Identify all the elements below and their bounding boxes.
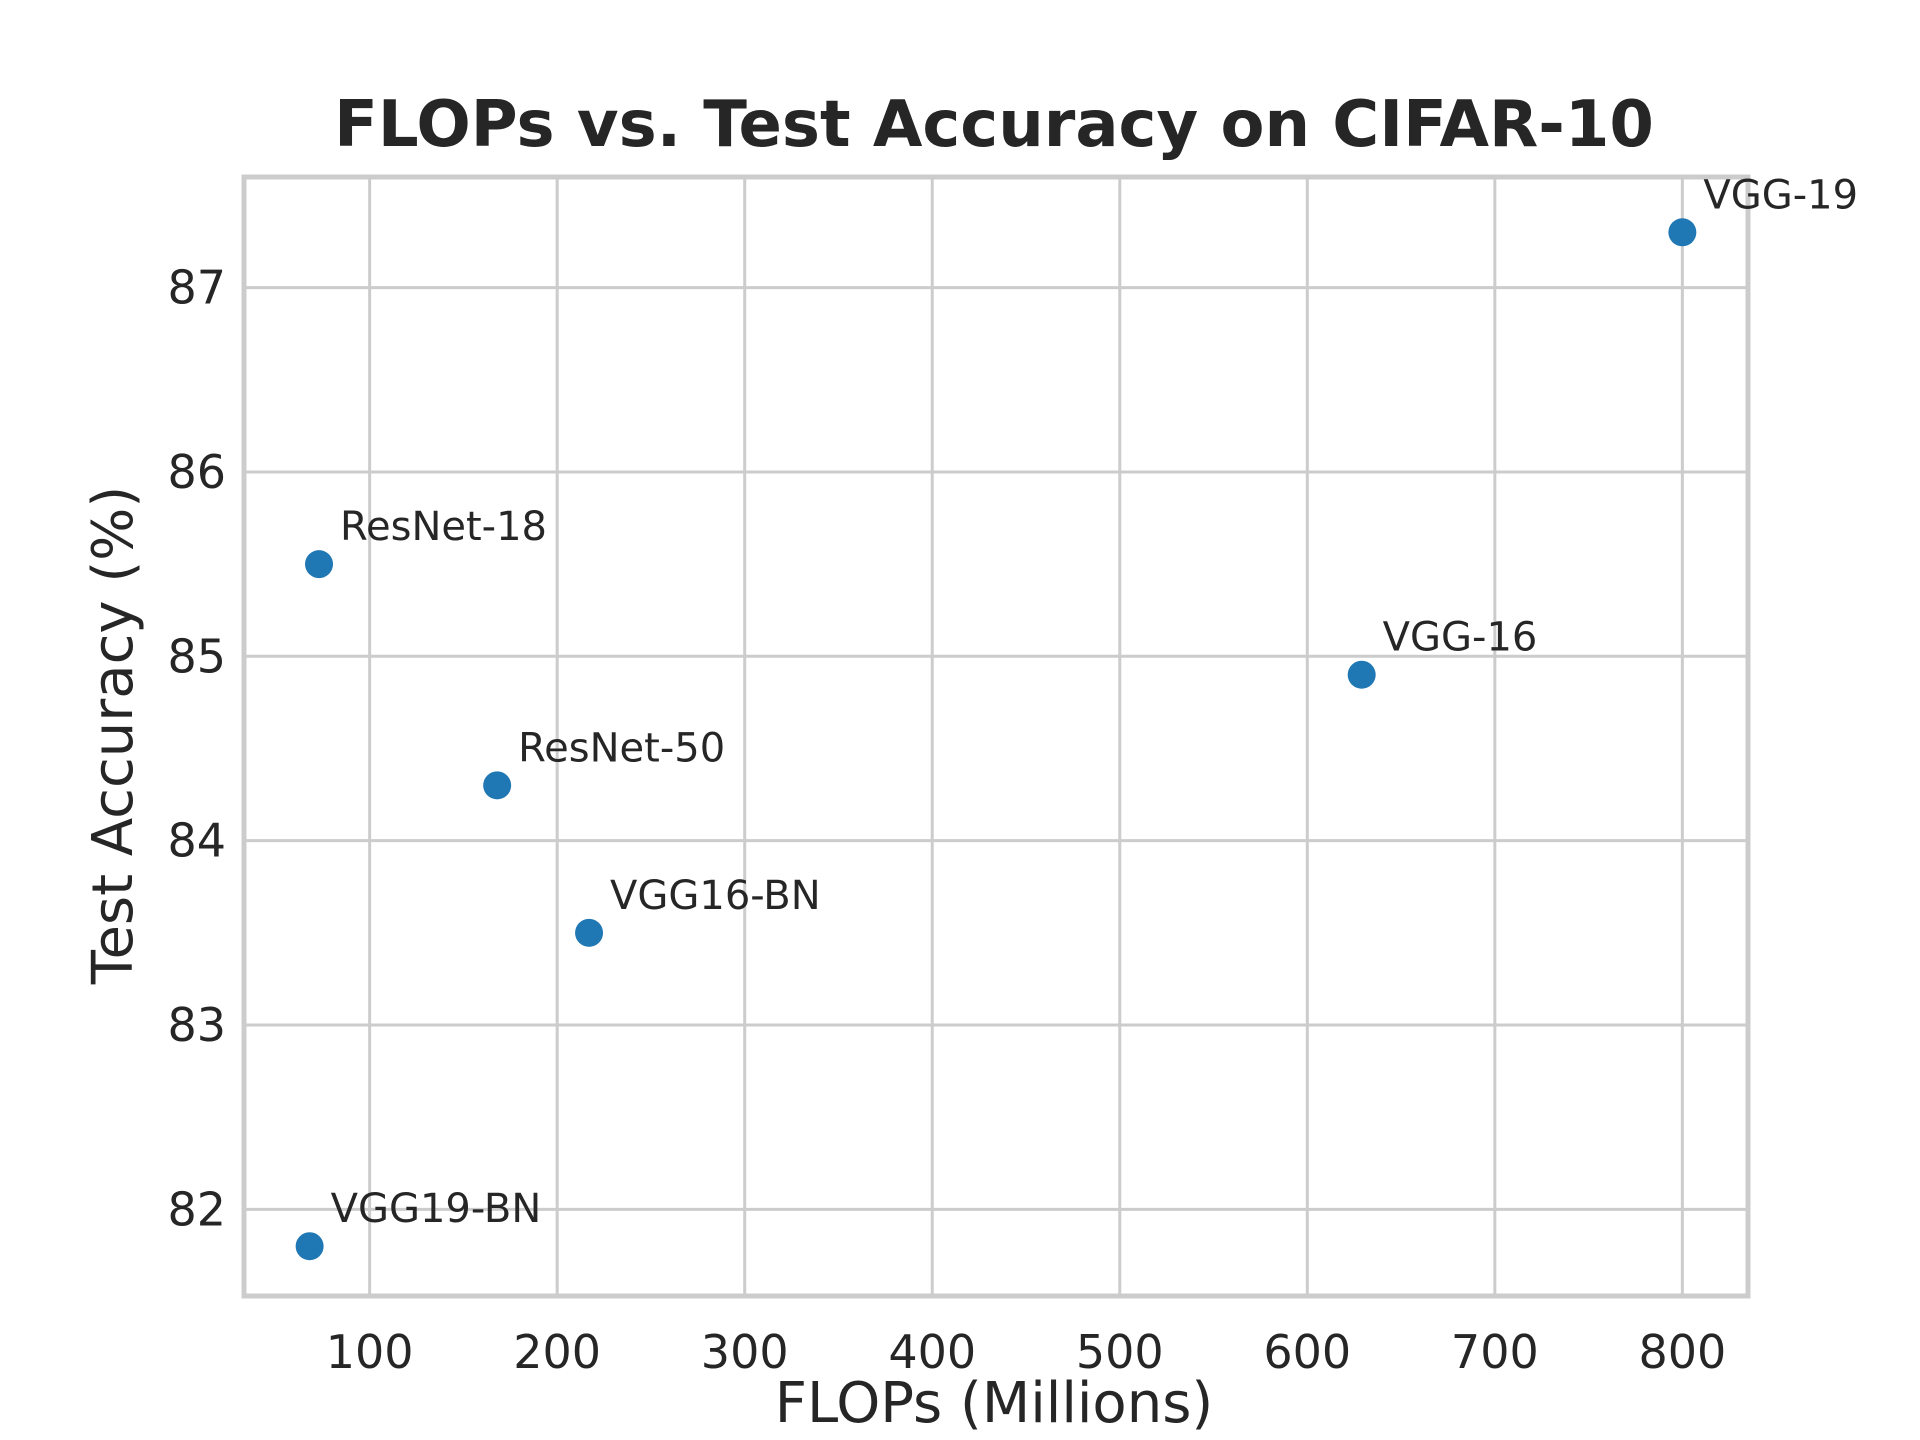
data-point xyxy=(295,1232,324,1261)
chart-title: FLOPs vs. Test Accuracy on CIFAR-10 xyxy=(334,88,1654,162)
data-point xyxy=(1347,660,1376,689)
point-labels: VGG-19 ResNet-18 VGG-16 ResNet-50 VGG16-BN VG… xyxy=(331,172,1858,1232)
data-points xyxy=(295,218,1697,1261)
point-label: VGG-19 xyxy=(1703,172,1858,218)
point-label: VGG19-BN xyxy=(331,1186,542,1232)
x-tick-label: 600 xyxy=(1263,1325,1351,1379)
point-label: VGG-16 xyxy=(1383,615,1538,661)
point-label: VGG16-BN xyxy=(610,873,821,919)
y-axis-label: Test Accuracy (%) xyxy=(81,486,146,985)
y-tick-label: 86 xyxy=(167,445,226,499)
point-label: ResNet-50 xyxy=(518,725,725,771)
tick-labels: 100 200 300 400 500 600 700 800 82 83 84 85 86 87 xyxy=(167,261,1726,1379)
grid xyxy=(244,177,1748,1296)
y-tick-label: 84 xyxy=(167,814,226,868)
x-tick-label: 200 xyxy=(513,1325,601,1379)
y-tick-label: 82 xyxy=(167,1182,226,1236)
plot-area-frame xyxy=(241,174,1751,1299)
data-point xyxy=(305,550,334,579)
x-tick-label: 300 xyxy=(701,1325,789,1379)
x-axis-label: FLOPs (Millions) xyxy=(775,1371,1213,1436)
x-tick-label: 400 xyxy=(888,1325,976,1379)
x-tick-label: 100 xyxy=(326,1325,414,1379)
data-point xyxy=(1668,218,1697,247)
x-tick-label: 700 xyxy=(1451,1325,1539,1379)
y-tick-label: 87 xyxy=(167,261,226,315)
y-tick-label: 85 xyxy=(167,629,226,683)
x-tick-label: 500 xyxy=(1076,1325,1164,1379)
data-point xyxy=(483,771,512,800)
point-label: ResNet-18 xyxy=(340,504,547,550)
data-point xyxy=(575,918,604,947)
y-tick-label: 83 xyxy=(167,998,226,1052)
x-tick-label: 800 xyxy=(1638,1325,1726,1379)
